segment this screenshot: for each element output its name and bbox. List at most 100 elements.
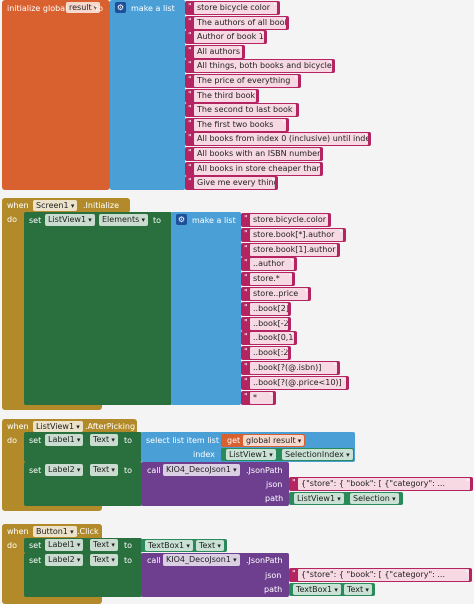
get-var-dropdown[interactable]: global result <box>243 435 305 446</box>
string-value[interactable]: ..book[2] <box>250 302 288 315</box>
set-property-dropdown[interactable]: Text <box>90 539 118 551</box>
set-label2-block-2[interactable]: set Label2 Text to <box>24 553 142 597</box>
getter-component-dropdown[interactable]: TextBox1 <box>145 540 193 551</box>
string-value[interactable]: store.book[*].author <box>250 228 343 241</box>
list-string-item[interactable]: " The first two books " <box>185 117 289 132</box>
getter-component-dropdown[interactable]: ListView1 <box>226 449 276 460</box>
list-string-item[interactable]: " All books from index 0 (inclusive) unti… <box>185 132 371 147</box>
list-string-item[interactable]: " All authors " <box>185 44 245 59</box>
set-property-dropdown[interactable]: Text <box>90 434 118 446</box>
getter-component-dropdown[interactable]: ListView1 <box>294 493 344 504</box>
getter-property-dropdown[interactable]: Selection <box>350 493 399 504</box>
call-component-dropdown[interactable]: KIO4_DecoJson1 <box>163 464 240 476</box>
list-string-item[interactable]: " ..book[-2] " <box>241 316 291 331</box>
set-property-dropdown[interactable]: Text <box>90 464 118 476</box>
string-value[interactable]: Give me every thing <box>194 177 275 190</box>
string-value[interactable]: * <box>250 391 273 404</box>
set-target-dropdown[interactable]: Label1 <box>45 539 84 551</box>
string-value[interactable]: All books in store cheaper than 10 <box>194 162 320 175</box>
list-string-item[interactable]: " ..book[2] " <box>241 301 291 316</box>
string-value[interactable]: All books with an ISBN number <box>194 148 320 160</box>
string-value[interactable]: store.book[1].author <box>250 243 337 256</box>
set-target-dropdown[interactable]: Label2 <box>45 554 84 566</box>
set-label1-block-2[interactable]: set Label1 Text to <box>24 538 142 553</box>
string-value[interactable]: All books from index 0 (inclusive) until… <box>194 133 368 146</box>
list-string-item[interactable]: " ..book[:2] " <box>241 346 291 361</box>
set-label1-block[interactable]: set Label1 Text to <box>24 432 142 462</box>
screen-component-dropdown[interactable]: Screen1 <box>33 200 78 211</box>
string-value[interactable]: Author of book 1 <box>194 31 264 44</box>
gear-icon[interactable]: ⚙ <box>115 2 126 13</box>
set-target-dropdown[interactable]: ListView1 <box>45 214 95 226</box>
call-component-dropdown[interactable]: KIO4_DecoJson1 <box>163 554 240 566</box>
gear-icon[interactable]: ⚙ <box>176 214 187 225</box>
set-target-dropdown[interactable]: Label1 <box>45 434 84 446</box>
event-component-dropdown[interactable]: Button1 <box>33 526 77 537</box>
json-string-block-2[interactable]: " {"store": { "book": [ {"category": ...… <box>289 568 472 582</box>
json-string-value[interactable]: {"store": { "book": [ {"category": ... <box>298 478 470 490</box>
screen-initialize-header: when Screen1 .Initialize <box>2 198 130 213</box>
string-value[interactable]: ..author <box>250 258 294 271</box>
string-value[interactable]: The third book <box>194 89 256 102</box>
list-string-item[interactable]: " ..author " <box>241 257 297 272</box>
call-jsonpath-block[interactable]: call KIO4_DecoJson1 .JsonPath json path <box>141 462 289 506</box>
list-string-item[interactable]: " The price of everything " <box>185 74 301 88</box>
textbox-path-getter[interactable]: TextBox1 Text <box>289 583 375 596</box>
string-value[interactable]: The second to last book <box>194 104 296 117</box>
set-property-dropdown[interactable]: Text <box>90 554 118 566</box>
set-property-dropdown[interactable]: Elements <box>99 214 149 226</box>
list-string-item[interactable]: " store.bicycle.color " <box>241 213 331 227</box>
list-string-item[interactable]: " ..book[0,1] " <box>241 331 297 346</box>
list-string-item[interactable]: " store bicycle color " <box>185 1 280 15</box>
string-value[interactable]: ..book[?(@.isbn)] <box>250 362 337 374</box>
get-global-block[interactable]: get global result <box>221 434 305 447</box>
list-string-item[interactable]: " store.book[1].author " <box>241 242 340 257</box>
string-value[interactable]: store bicycle color <box>194 2 277 14</box>
string-value[interactable]: store.* <box>250 273 292 286</box>
getter-property-dropdown[interactable]: Text <box>344 584 372 595</box>
string-value[interactable]: The authors of all books <box>194 16 286 29</box>
list-string-item[interactable]: " Author of book 1 " <box>185 30 267 45</box>
string-value[interactable]: store..price <box>250 288 308 300</box>
string-value[interactable]: The first two books <box>194 118 286 131</box>
set-label2-block[interactable]: set Label2 Text to <box>24 462 142 506</box>
string-value[interactable]: All things, both books and bicycles <box>194 60 332 73</box>
initialize-global-block[interactable]: initialize global result to <box>2 0 110 190</box>
string-value[interactable]: store.bicycle.color <box>250 214 328 226</box>
string-value[interactable]: All authors <box>194 45 242 58</box>
make-list-block[interactable]: ⚙ make a list <box>110 0 185 190</box>
getter-property-dropdown[interactable]: SelectionIndex <box>282 449 353 460</box>
string-value[interactable]: ..book[?(@.price<10)] <box>250 376 346 389</box>
list-string-item[interactable]: " store.* " <box>241 272 295 287</box>
list-string-item[interactable]: " ..book[?(@.price<10)] " <box>241 375 349 390</box>
textbox-text-getter[interactable]: TextBox1 Text <box>141 539 227 552</box>
list-string-item[interactable]: " The third book " <box>185 88 259 103</box>
string-value[interactable]: ..book[0,1] <box>250 332 294 345</box>
list-string-item[interactable]: "All books in store cheaper than 10" <box>185 161 323 176</box>
list-string-item[interactable]: " The authors of all books " <box>185 15 289 30</box>
selection-getter[interactable]: ListView1 Selection <box>289 492 403 505</box>
list-string-item[interactable]: " store..price " <box>241 287 311 301</box>
call-jsonpath-block-2[interactable]: call KIO4_DecoJson1 .JsonPath json path <box>141 553 289 597</box>
set-elements-block[interactable]: set ListView1 Elements to <box>24 212 172 405</box>
string-value[interactable]: ..book[:2] <box>250 347 288 360</box>
string-value[interactable]: ..book[-2] <box>250 317 288 330</box>
make-list-label: make a list <box>131 4 175 13</box>
make-list-block-2[interactable]: ⚙ make a list <box>171 212 241 405</box>
selectionindex-getter[interactable]: ListView1 SelectionIndex <box>221 448 354 461</box>
event-component-dropdown[interactable]: ListView1 <box>33 421 83 432</box>
list-string-item[interactable]: " All things, both books and bicycles " <box>185 59 335 74</box>
getter-component-dropdown[interactable]: TextBox1 <box>293 584 341 595</box>
list-string-item[interactable]: " ..book[?(@.isbn)] " <box>241 361 340 375</box>
string-value[interactable]: The price of everything <box>194 75 298 87</box>
list-string-item[interactable]: " All books with an ISBN number " <box>185 147 323 161</box>
list-string-item[interactable]: " store.book[*].author " <box>241 227 346 242</box>
list-string-item[interactable]: " Give me every thing " <box>185 176 278 191</box>
list-string-item[interactable]: " The second to last book " <box>185 103 299 118</box>
set-target-dropdown[interactable]: Label2 <box>45 464 84 476</box>
global-var-name[interactable]: result <box>66 2 101 13</box>
json-string-value[interactable]: {"store": { "book": [ {"category": ... <box>298 569 469 581</box>
list-string-item[interactable]: " * " <box>241 390 276 405</box>
json-string-block[interactable]: " {"store": { "book": [ {"category": ...… <box>289 477 473 491</box>
getter-property-dropdown[interactable]: Text <box>196 540 224 551</box>
